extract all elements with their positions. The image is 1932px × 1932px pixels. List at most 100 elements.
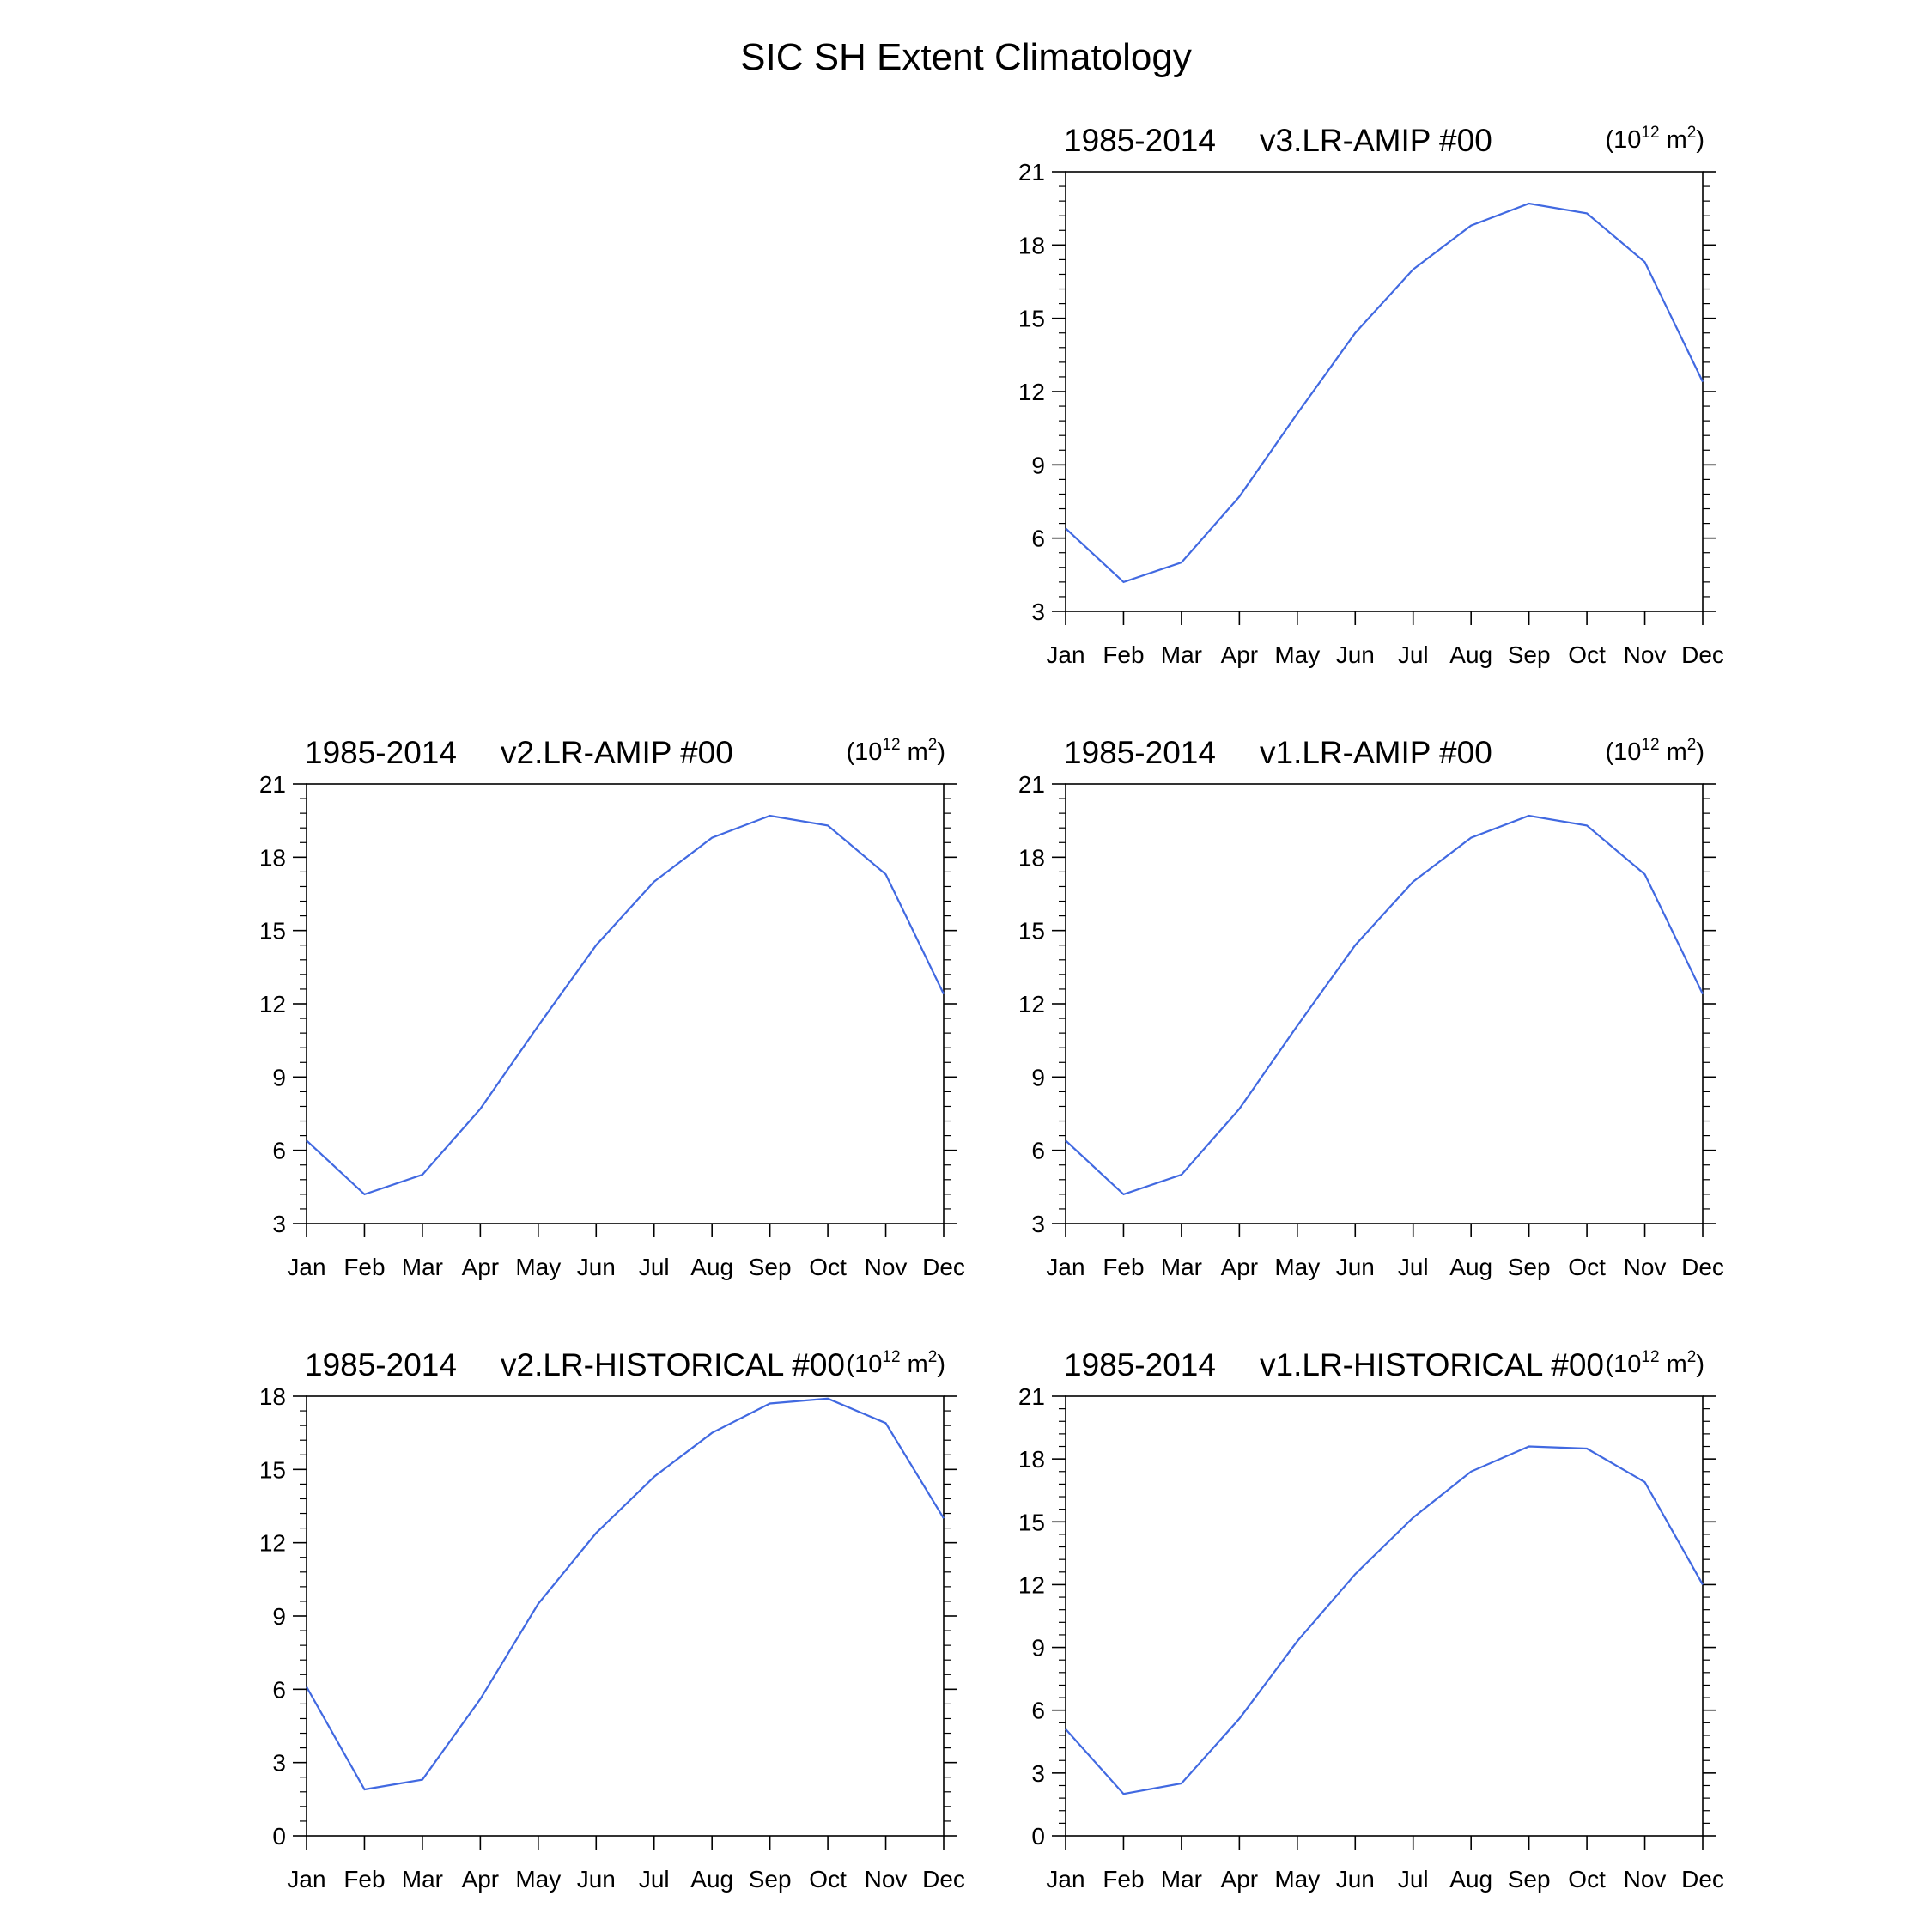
chart-top-right-xtick-label-10: Nov (1624, 641, 1667, 668)
chart-middle-left-ytick-label-1: 6 (272, 1138, 286, 1164)
chart-top-right-ytick-label-5: 18 (1018, 232, 1045, 258)
chart-bottom-right-units: (1012 m2) (1605, 1348, 1704, 1378)
chart-bottom-left-xtick-label-3: Apr (462, 1866, 500, 1893)
chart-middle-right-ytick-label-0: 3 (1031, 1211, 1045, 1237)
chart-middle-right-xtick-label-4: May (1274, 1254, 1320, 1280)
chart-bottom-left-xtick-label-2: Mar (402, 1866, 443, 1893)
chart-bottom-left-ytick-label-6: 18 (259, 1383, 286, 1410)
chart-middle-right: 3 6 9 12 15 18 21 Jan Feb Mar Apr May Jun Jul Aug Sep Oc… (1018, 735, 1724, 1280)
chart-middle-right-xtick-label-3: Apr (1221, 1254, 1259, 1280)
chart-bottom-left-xtick-label-10: Nov (865, 1866, 908, 1893)
chart-middle-left: 3 6 9 12 15 18 21 Jan Feb Mar Apr May Jun Jul Aug Sep Oc… (259, 735, 965, 1280)
chart-bottom-right-series-line-0 (1065, 1445, 1704, 1795)
chart-middle-left-xtick-label-6: Jul (639, 1254, 670, 1280)
chart-bottom-right-ytick-label-1: 3 (1031, 1760, 1045, 1787)
chart-bottom-right-ytick-label-5: 15 (1018, 1509, 1045, 1535)
chart-middle-right-ytick-label-4: 15 (1018, 918, 1045, 945)
chart-bottom-right-xtick-label-4: May (1274, 1866, 1320, 1893)
chart-bottom-right-xtick-label-5: Jun (1336, 1866, 1375, 1893)
chart-bottom-left-ytick-label-1: 3 (272, 1750, 286, 1777)
chart-top-right: 3 6 9 12 15 18 21 Jan Feb Mar Apr May Jun Jul Aug Sep Oc… (1018, 123, 1724, 668)
chart-bottom-left-units-part-3: 2 (928, 1348, 938, 1366)
chart-bottom-right: 0 3 6 9 12 15 18 21 Jan Feb Mar Apr May Jun Jul Aug Sep O… (1018, 1347, 1724, 1893)
chart-middle-left-ytick-label-3: 12 (259, 991, 286, 1018)
chart-middle-left-units-part-4: ) (937, 738, 945, 766)
chart-middle-left-ytick-label-0: 3 (272, 1211, 286, 1237)
chart-top-right-ytick-label-4: 15 (1018, 306, 1045, 332)
chart-bottom-right-ytick-label-3: 9 (1031, 1635, 1045, 1662)
chart-bottom-left-units-part-0: (10 (846, 1351, 882, 1378)
chart-top-right-ytick-label-2: 9 (1031, 452, 1045, 478)
chart-middle-right-xtick-label-11: Dec (1681, 1254, 1724, 1280)
chart-bottom-right-ytick-label-4: 12 (1018, 1571, 1045, 1598)
figure-title: SIC SH Extent Climatology (740, 36, 1192, 78)
chart-bottom-left-ytick-label-2: 6 (272, 1676, 286, 1703)
chart-middle-left-ytick-label-4: 15 (259, 918, 286, 945)
chart-middle-right-xtick-label-8: Sep (1508, 1254, 1551, 1280)
chart-bottom-right-case: v1.LR-HISTORICAL #00 (1260, 1347, 1604, 1382)
chart-bottom-left-units-part-4: ) (937, 1351, 945, 1378)
chart-bottom-right-xtick-label-9: Oct (1568, 1866, 1606, 1893)
chart-middle-right-units: (1012 m2) (1605, 736, 1704, 766)
chart-bottom-right-xtick-label-11: Dec (1681, 1866, 1724, 1893)
chart-bottom-left-xtick-label-11: Dec (922, 1866, 965, 1893)
chart-middle-right-units-part-2: m (1660, 738, 1687, 766)
chart-bottom-left-case: v2.LR-HISTORICAL #00 (501, 1347, 845, 1382)
chart-middle-left-xtick-label-9: Oct (809, 1254, 847, 1280)
chart-middle-left-series-line-0 (306, 814, 945, 1196)
chart-top-right-xtick-label-9: Oct (1568, 641, 1606, 668)
chart-middle-right-period: 1985-2014 (1064, 735, 1216, 770)
chart-top-right-units-part-2: m (1660, 126, 1687, 154)
chart-middle-left-xtick-label-2: Mar (402, 1254, 443, 1280)
chart-bottom-left-ytick-label-4: 12 (259, 1530, 286, 1557)
chart-bottom-left-xtick-label-6: Jul (639, 1866, 670, 1893)
chart-bottom-right-xtick-label-6: Jul (1398, 1866, 1429, 1893)
chart-bottom-right-xtick-label-1: Feb (1103, 1866, 1144, 1893)
chart-bottom-left-xtick-label-5: Jun (577, 1866, 616, 1893)
chart-bottom-right-ytick-label-7: 21 (1018, 1383, 1045, 1410)
chart-top-right-ytick-label-6: 21 (1018, 159, 1045, 185)
chart-middle-left-ytick-label-2: 9 (272, 1064, 286, 1091)
chart-bottom-left-xtick-label-9: Oct (809, 1866, 847, 1893)
chart-middle-right-units-part-1: 12 (1641, 736, 1659, 754)
chart-middle-left-ytick-label-6: 21 (259, 771, 286, 798)
chart-bottom-right-units-part-4: ) (1696, 1351, 1704, 1378)
chart-bottom-right-units-part-0: (10 (1605, 1351, 1641, 1378)
chart-bottom-left-ytick-label-3: 9 (272, 1603, 286, 1630)
chart-top-right-ytick-label-0: 3 (1031, 598, 1045, 625)
chart-top-right-ytick-label-3: 12 (1018, 379, 1045, 405)
chart-bottom-right-xtick-label-8: Sep (1508, 1866, 1551, 1893)
chart-middle-left-xtick-label-0: Jan (287, 1254, 325, 1280)
chart-middle-left-xtick-label-11: Dec (922, 1254, 965, 1280)
chart-middle-left-frame (306, 783, 945, 1224)
chart-bottom-right-frame (1065, 1395, 1704, 1837)
chart-middle-left-period: 1985-2014 (305, 735, 457, 770)
chart-middle-left-xtick-label-5: Jun (577, 1254, 616, 1280)
chart-top-right-xtick-label-0: Jan (1046, 641, 1084, 668)
chart-top-right-ytick-label-1: 6 (1031, 526, 1045, 552)
chart-bottom-left-xtick-label-1: Feb (343, 1866, 385, 1893)
chart-middle-right-units-part-0: (10 (1605, 738, 1641, 766)
chart-middle-left-units-part-2: m (901, 738, 928, 766)
chart-top-right-units-part-1: 12 (1641, 124, 1659, 142)
chart-bottom-right-ytick-label-6: 18 (1018, 1446, 1045, 1473)
chart-bottom-left-xtick-label-7: Aug (690, 1866, 733, 1893)
chart-bottom-right-ytick-label-2: 6 (1031, 1698, 1045, 1724)
chart-bottom-right-ytick-label-0: 0 (1031, 1823, 1045, 1850)
chart-top-right-xtick-label-8: Sep (1508, 641, 1551, 668)
chart-middle-left-xtick-label-1: Feb (343, 1254, 385, 1280)
chart-middle-left-case: v2.LR-AMIP #00 (501, 735, 733, 770)
chart-middle-left-xtick-label-3: Apr (462, 1254, 500, 1280)
chart-middle-right-ytick-label-2: 9 (1031, 1064, 1045, 1091)
chart-middle-right-xtick-label-1: Feb (1103, 1254, 1144, 1280)
chart-bottom-left-units-part-1: 12 (882, 1348, 900, 1366)
chart-top-right-frame (1065, 171, 1704, 612)
chart-top-right-xtick-label-7: Aug (1449, 641, 1492, 668)
chart-bottom-left-units-part-2: m (901, 1351, 928, 1378)
chart-bottom-right-xtick-label-2: Mar (1161, 1866, 1202, 1893)
chart-top-right-series-line-0 (1065, 202, 1704, 584)
chart-bottom-right-units-part-1: 12 (1641, 1348, 1659, 1366)
chart-middle-left-units: (1012 m2) (846, 736, 945, 766)
chart-top-right-period: 1985-2014 (1064, 123, 1216, 158)
chart-top-right-units-part-4: ) (1696, 126, 1704, 154)
